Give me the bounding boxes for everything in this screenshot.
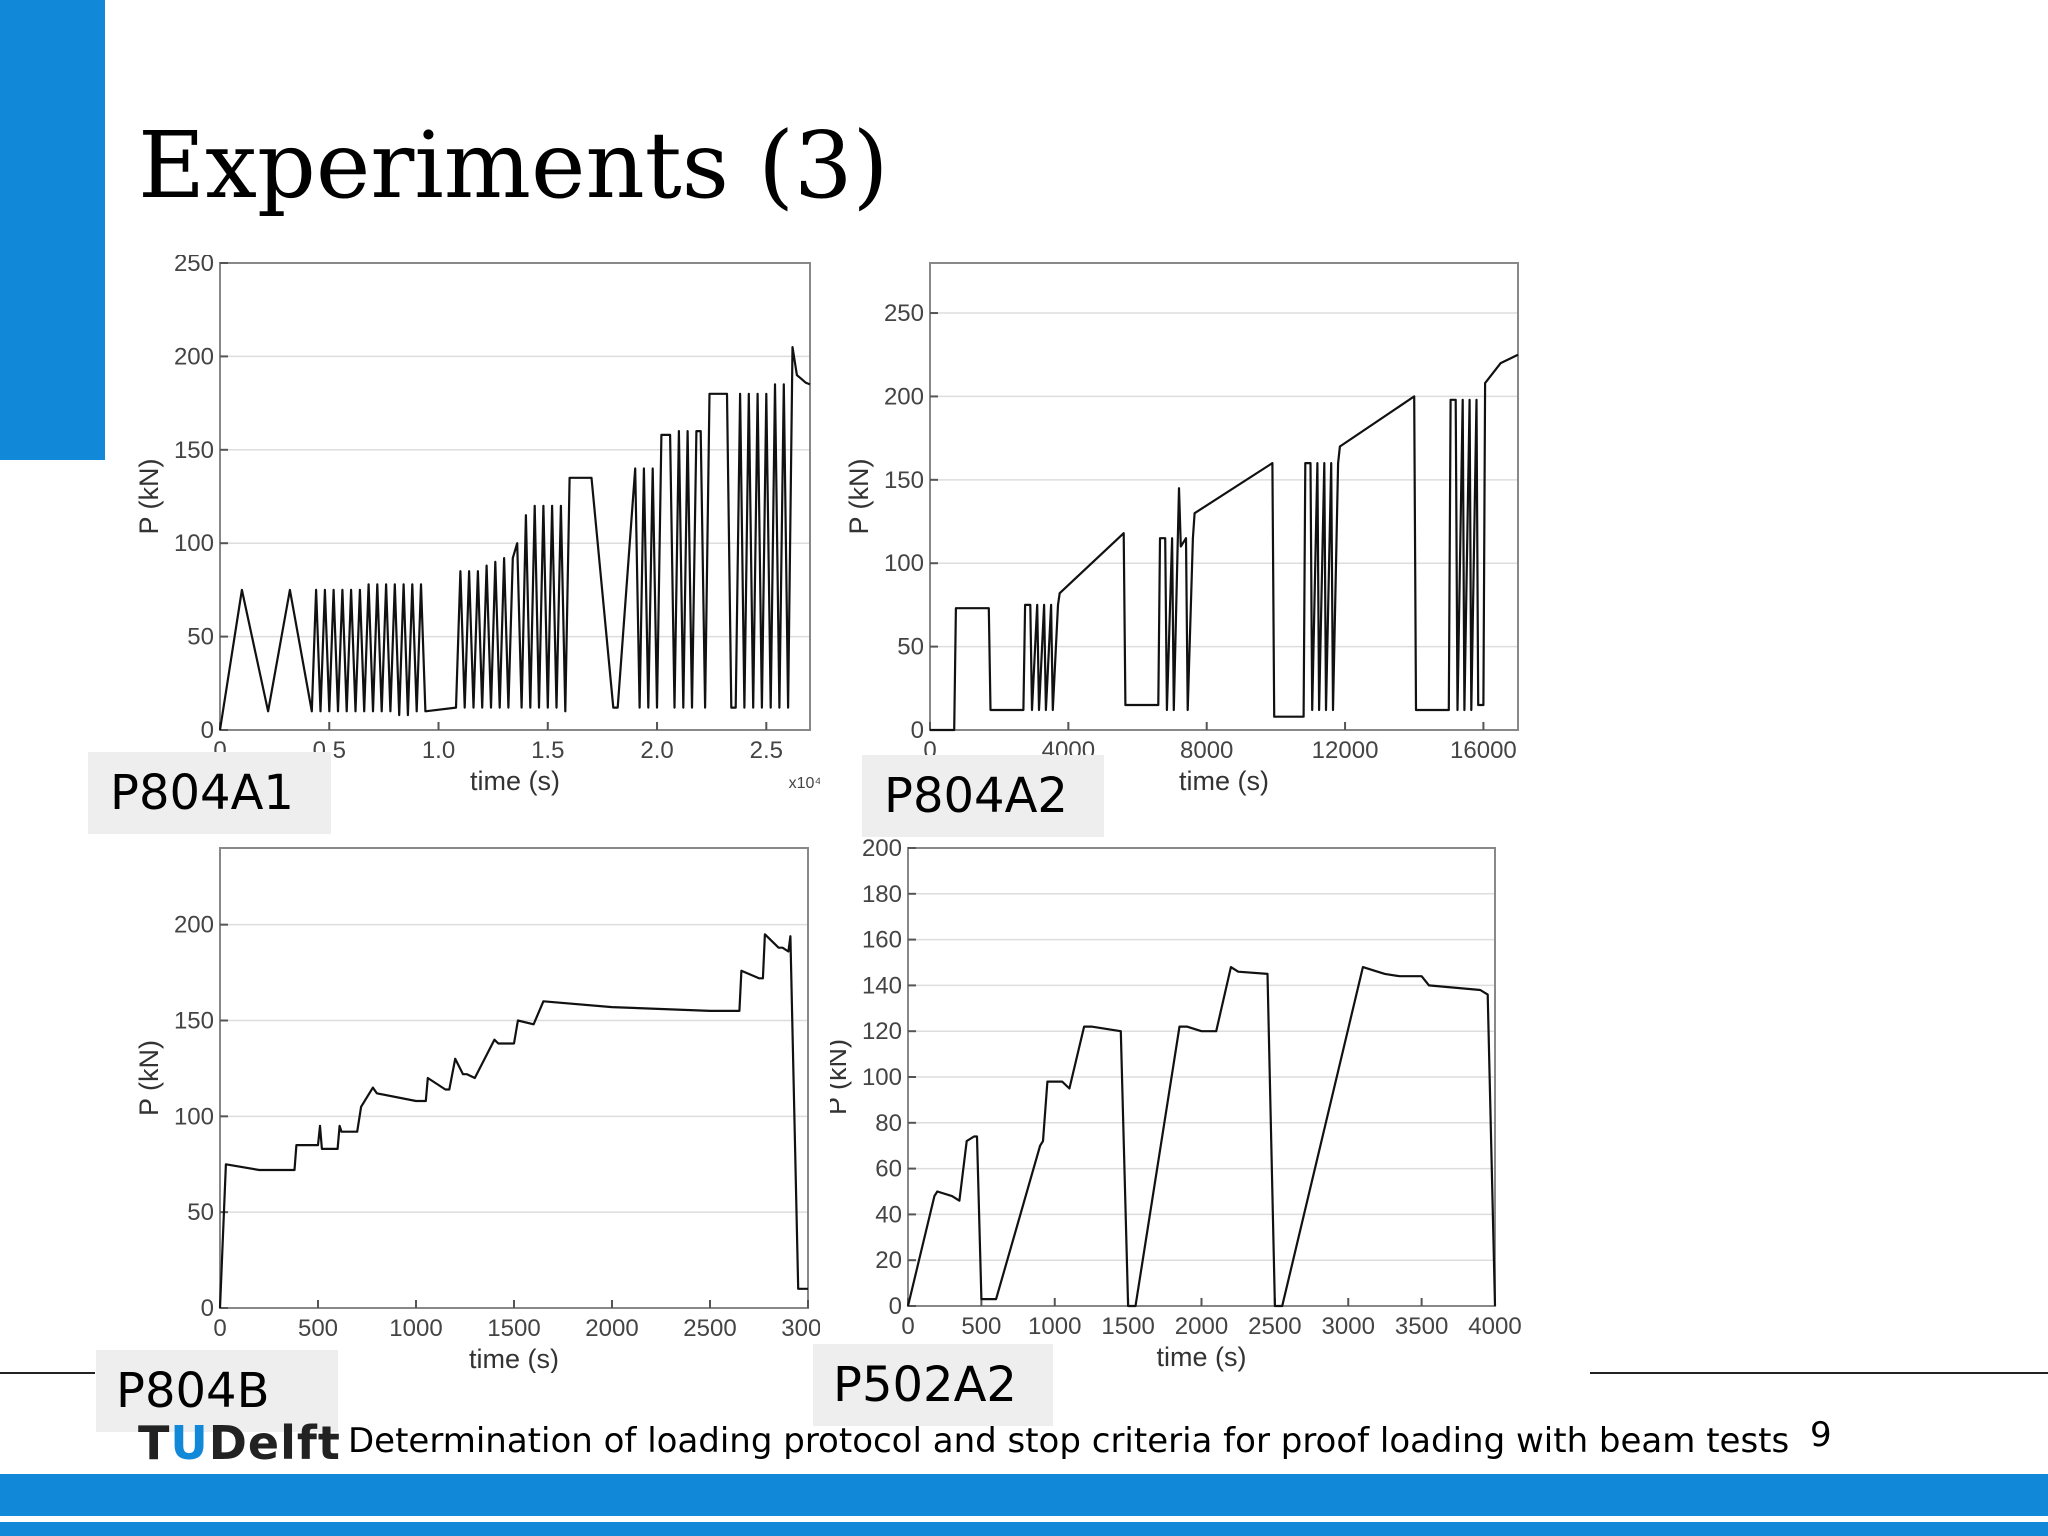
x-tick-label: 3000 bbox=[781, 1315, 820, 1342]
series-line bbox=[218, 933, 808, 1309]
plot-frame bbox=[929, 262, 1519, 731]
x-tick-label: 2500 bbox=[683, 1315, 736, 1342]
chart-p804b: 050100150200050010001500200025003000time… bbox=[120, 838, 820, 1373]
y-tick-label: 150 bbox=[884, 467, 924, 494]
slide-title: Experiments (3) bbox=[138, 112, 889, 219]
logo-delft: Delft bbox=[208, 1416, 341, 1470]
y-tick-label: 0 bbox=[201, 1295, 214, 1322]
x-tick-label: 16000 bbox=[1450, 737, 1517, 764]
y-tick-label: 100 bbox=[862, 1064, 902, 1091]
y-tick-label: 200 bbox=[884, 383, 924, 410]
y-tick-label: 100 bbox=[174, 530, 214, 557]
y-tick-label: 160 bbox=[862, 927, 902, 954]
chart-p804b-svg: 050100150200050010001500200025003000time… bbox=[134, 847, 820, 1373]
x-tick-label: 0 bbox=[213, 1315, 226, 1342]
y-tick-label: 60 bbox=[875, 1156, 902, 1183]
footer-text: Determination of loading protocol and st… bbox=[348, 1421, 1790, 1461]
y-tick-label: 0 bbox=[889, 1293, 902, 1320]
y-tick-label: 120 bbox=[862, 1018, 902, 1045]
y-tick-label: 50 bbox=[187, 624, 214, 651]
bottom-band bbox=[0, 1474, 2048, 1516]
x-tick-label: 1.0 bbox=[422, 737, 455, 764]
label-p804a1: P804A1 bbox=[88, 752, 331, 834]
y-tick-label: 80 bbox=[875, 1110, 902, 1137]
label-p502a2: P502A2 bbox=[813, 1344, 1053, 1426]
x-tick-label: 8000 bbox=[1180, 737, 1233, 764]
x-tick-label: 3000 bbox=[1322, 1313, 1375, 1340]
x-tick-label: 1000 bbox=[389, 1315, 442, 1342]
x-tick-label: 3500 bbox=[1395, 1313, 1448, 1340]
y-tick-label: 250 bbox=[174, 255, 214, 277]
y-tick-label: 50 bbox=[187, 1199, 214, 1226]
x-tick-label: 500 bbox=[298, 1315, 338, 1342]
plot-frame bbox=[219, 262, 811, 731]
logo-t: T bbox=[138, 1416, 171, 1470]
chart-p502a2: 0 20 40 60 80 100 120 140 160 180 200 0 500 1000 1500 2… bbox=[830, 838, 1530, 1373]
series-line bbox=[930, 353, 1519, 732]
x-tick-label: 1.5 bbox=[531, 737, 564, 764]
y-tick-label: 200 bbox=[862, 838, 902, 862]
x-tick-label: 12000 bbox=[1312, 737, 1379, 764]
page-number: 9 bbox=[1810, 1415, 1832, 1455]
x-tick-label: 2.5 bbox=[750, 737, 783, 764]
footer-divider-left bbox=[0, 1372, 95, 1374]
logo-u: U bbox=[170, 1416, 209, 1470]
y-axis-label: P (kN) bbox=[134, 458, 164, 534]
x-tick-label: 2.0 bbox=[640, 737, 673, 764]
x-axis-label: time (s) bbox=[470, 766, 560, 796]
y-tick-label: 200 bbox=[174, 343, 214, 370]
footer-divider-right bbox=[1590, 1372, 2048, 1374]
x-tick-label: 1000 bbox=[1028, 1313, 1081, 1340]
y-tick-label: 0 bbox=[201, 717, 214, 744]
series-line bbox=[218, 345, 811, 731]
y-tick-label: 50 bbox=[897, 634, 924, 661]
series-line bbox=[906, 966, 1497, 1308]
x-axis-label: time (s) bbox=[469, 1344, 559, 1373]
chart-p804a2: 0 50 100 150 200 250 0 4000 8000 12000 16000 time (… bbox=[830, 255, 1530, 800]
x-tick-label: 1500 bbox=[487, 1315, 540, 1342]
y-axis-label: P (kN) bbox=[830, 1039, 852, 1115]
x-tick-label: 2000 bbox=[585, 1315, 638, 1342]
label-p804b: P804B bbox=[96, 1350, 338, 1432]
y-tick-label: 0 bbox=[911, 717, 924, 744]
y-tick-label: 40 bbox=[875, 1201, 902, 1228]
x-tick-label: 2500 bbox=[1248, 1313, 1301, 1340]
tudelft-logo: TUDelft bbox=[138, 1420, 341, 1466]
y-tick-label: 150 bbox=[174, 437, 214, 464]
x-tick-label: 2000 bbox=[1175, 1313, 1228, 1340]
y-axis-label: P (kN) bbox=[844, 458, 874, 534]
y-tick-label: 140 bbox=[862, 972, 902, 999]
label-p804a2: P804A2 bbox=[862, 755, 1104, 837]
y-tick-label: 100 bbox=[174, 1103, 214, 1130]
y-tick-label: 100 bbox=[884, 550, 924, 577]
x-multiplier-label: x10⁴ bbox=[789, 775, 820, 792]
x-tick-label: 1500 bbox=[1101, 1313, 1154, 1340]
y-tick-label: 200 bbox=[174, 912, 214, 939]
x-tick-label: 500 bbox=[961, 1313, 1001, 1340]
bottom-band-lower bbox=[0, 1522, 2048, 1536]
x-axis-label: time (s) bbox=[1157, 1342, 1247, 1372]
accent-bar bbox=[0, 0, 105, 460]
y-axis-label: P (kN) bbox=[134, 1040, 164, 1116]
y-tick-label: 250 bbox=[884, 300, 924, 327]
x-axis-label: time (s) bbox=[1179, 766, 1269, 796]
y-tick-label: 20 bbox=[875, 1247, 902, 1274]
x-tick-label: 0 bbox=[901, 1313, 914, 1340]
y-tick-label: 180 bbox=[862, 881, 902, 908]
y-tick-label: 150 bbox=[174, 1008, 214, 1035]
plot-frame bbox=[219, 847, 809, 1309]
x-tick-label: 4000 bbox=[1468, 1313, 1521, 1340]
chart-p804a1: 0 50 100 150 200 250 0 0.5 1.0 1.5 2.0 2.5 time (s) P… bbox=[120, 255, 820, 800]
